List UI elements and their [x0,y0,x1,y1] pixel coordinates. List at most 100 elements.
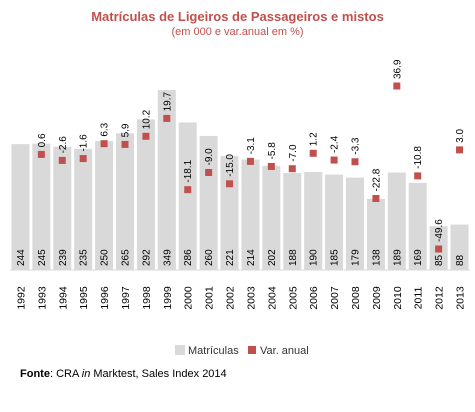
var-label-2000: -18.1 [183,159,194,182]
x-tick-2001: 2001 [204,286,216,310]
bar-label-2006: 190 [309,249,320,266]
var-marker-2004 [267,162,275,170]
var-label-1998: 10.2 [141,109,152,129]
bar-2010 [387,172,406,270]
x-tick-2006: 2006 [308,286,320,310]
x-tick-2009: 2009 [371,286,383,310]
x-tick-1998: 1998 [141,286,153,310]
bar-label-2010: 189 [392,249,403,266]
var-marker-1994 [58,156,66,164]
bar-label-2000: 286 [183,249,194,266]
var-marker-2007 [330,156,338,164]
var-label-1995: -1.6 [79,134,90,152]
var-marker-1993 [37,150,45,158]
bars-layer [11,90,469,271]
legend-swatch-var-anual [248,346,256,354]
bar-1994 [53,146,72,270]
bar-2001 [199,135,218,270]
x-tick-1997: 1997 [120,286,132,310]
x-tick-1993: 1993 [36,286,48,310]
var-marker-2000 [184,186,192,194]
bar-label-1997: 265 [121,249,132,266]
x-tick-1995: 1995 [78,286,90,310]
bar-label-1993: 245 [37,249,48,266]
x-tick-2002: 2002 [225,286,237,310]
var-marker-2005 [288,165,296,173]
var-marker-2009 [372,195,380,202]
var-label-2004: -5.8 [267,142,278,160]
x-tick-2004: 2004 [266,286,278,310]
bar-1992 [11,144,30,270]
bar-2008 [346,177,364,270]
chart-subtitle: (em 000 e var.anual em %) [171,26,304,38]
markers-layer [37,82,464,253]
x-tick-1994: 1994 [57,286,69,310]
bar-label-2005: 188 [288,249,299,266]
source-text-before: : CRA [49,368,82,380]
bar-label-2012: 85 [434,254,445,266]
var-marker-2012 [435,245,443,253]
var-label-2007: -2.4 [330,135,341,153]
var-label-2011: -10.8 [413,146,424,169]
var-marker-2006 [309,149,317,157]
var-label-1994: -2.6 [58,136,69,154]
x-tick-2011: 2011 [413,287,425,310]
var-marker-1999 [163,114,171,122]
var-label-2008: -3.3 [351,137,362,155]
bar-label-2003: 214 [246,249,257,266]
var-marker-2001 [205,168,213,176]
bar-2003 [241,159,260,270]
var-label-2002: -15.0 [225,154,236,177]
bar-2007 [325,174,344,270]
bar-label-2009: 138 [371,249,382,266]
x-tick-2005: 2005 [287,286,299,310]
bar-label-1998: 292 [141,249,152,266]
legend: Matrículas Var. anual [175,345,309,357]
bar-labels-layer: 244 245 239 235 250 265 292 349 286 260 221 214 202 1… [16,249,466,266]
bar-label-2004: 202 [267,249,278,266]
var-label-2001: -9.0 [204,148,215,166]
var-marker-2003 [246,157,254,165]
var-labels-layer: 0.6 -2.6 -1.66.3 5.910.219.7-18.1-9.0 -15.0-… [37,59,466,242]
source-label: Fonte [20,368,50,380]
x-tick-1996: 1996 [99,286,111,310]
var-marker-1995 [79,155,87,163]
legend-label-var-anual: Var. anual [260,345,309,357]
var-label-2009: -22.8 [371,168,382,191]
x-tick-1992: 1992 [15,286,27,310]
var-label-1993: 0.6 [37,133,48,147]
bar-2011 [408,182,427,270]
var-label-2010: 36.9 [392,59,403,79]
x-tick-1999: 1999 [162,286,174,310]
var-marker-2013 [456,146,464,154]
source-text-italic: in [81,368,91,380]
var-marker-1997 [121,140,129,148]
var-marker-1996 [100,140,108,148]
bar-label-1999: 349 [162,249,173,266]
bar-1997 [116,133,134,270]
bar-label-2001: 260 [204,249,215,266]
bar-2002 [220,156,239,270]
bar-2009 [366,198,385,270]
bar-label-1994: 239 [58,249,69,266]
bar-label-2011: 169 [413,249,424,266]
x-tick-2010: 2010 [392,286,404,310]
bar-1998 [136,119,155,271]
x-tick-2003: 2003 [245,286,257,310]
x-tick-labels: 1992 1993 1994 1995 1996 1997 1998 1999 2000 2001… [15,286,466,310]
bar-2000 [178,122,197,271]
x-tick-2012: 2012 [434,286,446,310]
var-label-2013: 3.0 [455,129,466,143]
bar-2004 [262,165,281,270]
bar-2005 [283,173,302,270]
var-label-2005: -7.0 [288,144,299,162]
bar-label-2007: 185 [330,249,341,266]
bar-label-2002: 221 [225,249,236,266]
x-tick-2008: 2008 [350,286,362,310]
x-tick-2007: 2007 [329,286,341,310]
chart-title: Matrículas de Ligeiros de Passageiros e … [91,9,384,24]
bar-2006 [304,172,323,270]
var-label-2012: -49.6 [434,219,445,242]
bar-label-2008: 179 [351,249,362,266]
